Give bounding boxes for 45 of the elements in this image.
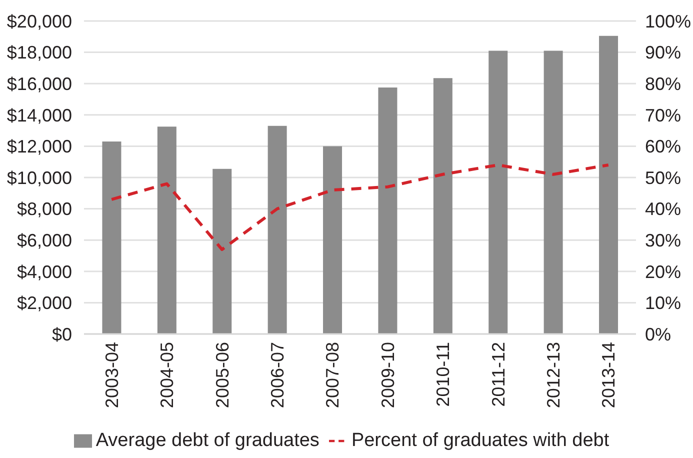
legend-label: Percent of graduates with debt — [351, 430, 610, 451]
y-tick-label: $0 — [52, 324, 72, 344]
bar — [433, 78, 452, 334]
y-tick-label: $2,000 — [16, 293, 72, 314]
y-tick-label: $10,000 — [6, 168, 72, 188]
y-tick-label: $12,000 — [6, 136, 72, 157]
x-tick-label: 2004-05 — [157, 342, 178, 408]
x-tick-label: 2009-10 — [378, 342, 398, 408]
y-tick-label: $6,000 — [16, 230, 72, 250]
x-tick-label: 2007-08 — [322, 342, 343, 408]
y2-tick-label: 20% — [645, 262, 682, 282]
bar — [268, 126, 287, 334]
y2-tick-label: 60% — [645, 136, 682, 157]
x-tick-label: 2013-14 — [598, 342, 619, 408]
y-tick-label: $18,000 — [6, 42, 72, 63]
bar — [378, 88, 398, 334]
y-tick-label: $8,000 — [16, 199, 72, 220]
x-tick-label: 2011-12 — [488, 342, 508, 407]
y2-tick-label: 80% — [645, 74, 682, 94]
bar — [599, 36, 618, 334]
y2-tick-label: 0% — [645, 324, 672, 344]
x-tick-label: 2010-11 — [433, 342, 454, 407]
bar — [488, 50, 508, 334]
x-tick-label: 2006-07 — [268, 342, 288, 408]
y-tick-label: $20,000 — [6, 11, 72, 32]
bar — [157, 126, 176, 334]
y-tick-label: $4,000 — [16, 262, 72, 282]
y-tick-label: $16,000 — [6, 74, 72, 94]
line-series — [110, 163, 610, 251]
y2-tick-label: 10% — [645, 293, 682, 314]
y-tick-label: $14,000 — [6, 105, 72, 126]
bar — [102, 142, 122, 334]
y2-tick-label: 40% — [645, 199, 682, 220]
x-tick-label: 2005-06 — [212, 342, 232, 408]
x-tick-label: 2012-13 — [544, 342, 564, 408]
y2-tick-label: 70% — [645, 105, 682, 126]
y2-tick-label: 50% — [645, 168, 682, 188]
y2-tick-label: 30% — [645, 230, 682, 250]
bar — [323, 146, 342, 334]
x-tick-label: 2003-04 — [102, 342, 122, 408]
legend-label: Average debt of graduates — [96, 430, 320, 451]
bar — [212, 168, 232, 334]
bar — [544, 50, 563, 334]
y2-tick-label: 100% — [645, 11, 692, 32]
y2-tick-label: 90% — [645, 42, 682, 63]
